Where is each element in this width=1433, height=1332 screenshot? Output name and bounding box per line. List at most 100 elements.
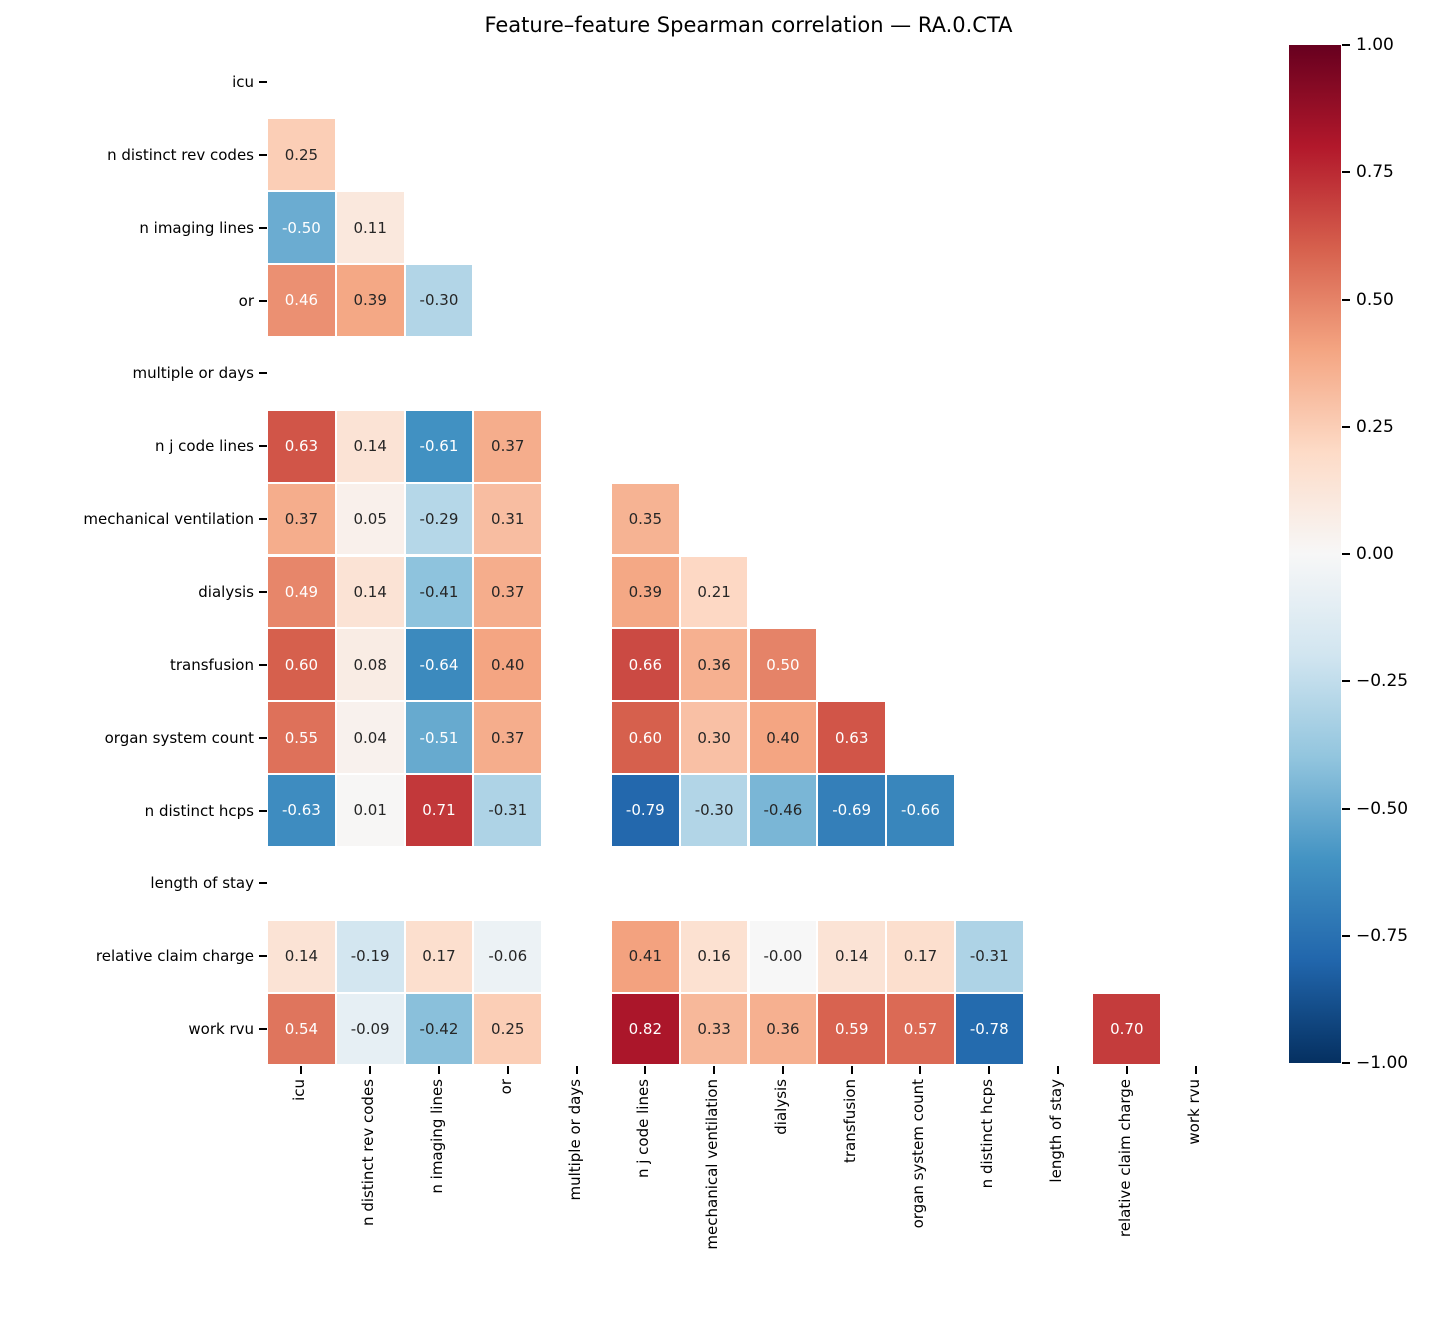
- heatmap-cell-12-9: 0.17: [887, 920, 954, 992]
- y-tick-mark: [259, 80, 267, 83]
- y-tick-label-4: multiple or days: [132, 364, 254, 383]
- y-tick-mark: [259, 590, 267, 593]
- x-tick-label-4: multiple or days: [565, 1079, 584, 1201]
- heatmap-cell-8-5: 0.66: [611, 629, 679, 701]
- heatmap-cell-8-2: -0.64: [405, 629, 473, 701]
- heatmap-cell-13-5: 0.82: [611, 993, 679, 1065]
- x-tick-label-9: organ system count: [909, 1079, 928, 1229]
- x-tick-label-7: dialysis: [771, 1079, 790, 1135]
- colorbar-tick-label-2: 0.50: [1356, 289, 1394, 310]
- y-tick-mark: [259, 1028, 267, 1031]
- heatmap-cell-12-6: 0.16: [680, 920, 748, 992]
- colorbar-tick-mark: [1342, 44, 1350, 46]
- heatmap-cell-3-0: 0.46: [268, 265, 335, 336]
- y-tick-mark: [259, 736, 267, 739]
- heatmap-cell-3-2: -0.30: [405, 265, 473, 336]
- heatmap-cell-10-8: -0.69: [818, 775, 886, 846]
- heatmap-cell-12-8: 0.14: [818, 920, 886, 992]
- x-tick-mark: [575, 1066, 578, 1074]
- colorbar-tick-mark: [1342, 553, 1350, 555]
- heatmap-cell-9-6: 0.30: [680, 702, 748, 774]
- heatmap-cell-5-2: -0.61: [405, 410, 473, 482]
- heatmap-cell-8-0: 0.60: [268, 629, 335, 701]
- heatmap-cell-8-3: 0.40: [474, 629, 542, 701]
- y-tick-mark: [259, 372, 267, 375]
- x-tick-mark: [644, 1066, 647, 1074]
- y-tick-label-11: length of stay: [150, 874, 254, 893]
- colorbar-tick-label-5: −0.25: [1356, 671, 1409, 692]
- heatmap-cell-10-7: -0.46: [749, 775, 817, 846]
- heatmap-cell-5-0: 0.63: [268, 410, 335, 482]
- heatmap-cell-13-12: 0.70: [1093, 993, 1161, 1065]
- x-tick-label-2: n imaging lines: [427, 1079, 446, 1194]
- x-tick-label-8: transfusion: [840, 1079, 859, 1164]
- heatmap-cell-10-6: -0.30: [680, 775, 748, 846]
- y-tick-label-0: icu: [232, 72, 254, 91]
- heatmap-cell-5-3: 0.37: [474, 410, 542, 482]
- x-tick-label-10: n distinct hcps: [978, 1079, 997, 1189]
- x-tick-mark: [850, 1066, 853, 1074]
- heatmap-cell-13-10: -0.78: [955, 993, 1023, 1065]
- heatmap-cell-12-3: -0.06: [474, 920, 542, 992]
- heatmap-cell-8-1: 0.08: [336, 629, 404, 701]
- heatmap-cell-8-7: 0.50: [749, 629, 817, 701]
- heatmap-cell-1-0: 0.25: [268, 119, 335, 191]
- heatmap-cell-13-7: 0.36: [749, 993, 817, 1065]
- heatmap-cell-9-5: 0.60: [611, 702, 679, 774]
- y-tick-label-9: organ system count: [104, 728, 254, 747]
- y-tick-label-8: transfusion: [169, 655, 254, 674]
- x-tick-label-13: work rvu: [1184, 1079, 1203, 1145]
- colorbar-gradient: [1289, 45, 1341, 1063]
- x-tick-label-11: length of stay: [1047, 1079, 1066, 1183]
- heatmap-cell-7-0: 0.49: [268, 556, 335, 628]
- heatmap-cell-13-6: 0.33: [680, 993, 748, 1065]
- colorbar-tick-mark: [1342, 298, 1350, 301]
- y-tick-mark: [259, 663, 267, 666]
- y-tick-mark: [259, 445, 267, 448]
- heatmap-cell-7-5: 0.39: [611, 556, 679, 628]
- heatmap-cell-6-3: 0.31: [474, 483, 542, 555]
- y-tick-label-12: relative claim charge: [95, 947, 254, 966]
- heatmap-cell-7-6: 0.21: [680, 556, 748, 628]
- y-tick-mark: [259, 518, 267, 521]
- x-tick-mark: [1194, 1066, 1197, 1074]
- colorbar-tick-mark: [1342, 807, 1350, 810]
- colorbar-tick-label-4: 0.00: [1356, 544, 1394, 564]
- heatmap-cell-9-0: 0.55: [268, 702, 335, 774]
- heatmap-cell-10-1: 0.01: [336, 775, 404, 846]
- colorbar-tick-label-6: −0.50: [1356, 798, 1409, 819]
- heatmap-cell-12-2: 0.17: [405, 920, 473, 992]
- heatmap-cell-13-1: -0.09: [336, 993, 404, 1065]
- heatmap-cell-3-1: 0.39: [336, 265, 404, 336]
- x-tick-mark: [1125, 1066, 1128, 1074]
- heatmap-cell-6-1: 0.05: [336, 483, 404, 555]
- x-tick-mark: [919, 1066, 922, 1074]
- heatmap-cell-12-10: -0.31: [955, 920, 1023, 992]
- x-tick-mark: [781, 1066, 784, 1074]
- y-tick-label-10: n distinct hcps: [144, 801, 254, 820]
- y-tick-mark: [259, 955, 267, 958]
- x-tick-label-0: icu: [290, 1079, 309, 1101]
- heatmap-cell-9-3: 0.37: [474, 702, 542, 774]
- x-tick-mark: [300, 1066, 303, 1074]
- heatmap-cell-12-5: 0.41: [611, 920, 679, 992]
- colorbar-tick-mark: [1342, 1062, 1350, 1064]
- colorbar-tick-mark: [1342, 425, 1350, 428]
- colorbar-tick-label-1: 0.75: [1356, 162, 1394, 183]
- heatmap-cell-13-9: 0.57: [887, 993, 954, 1065]
- heatmap-cell-9-7: 0.40: [749, 702, 817, 774]
- chart-title: Feature–feature Spearman correlation — R…: [484, 13, 1013, 37]
- heatmap-cell-7-3: 0.37: [474, 556, 542, 628]
- y-tick-label-6: mechanical ventilation: [83, 510, 254, 529]
- colorbar-tick-label-8: −1.00: [1356, 1053, 1409, 1073]
- x-tick-label-5: n j code lines: [634, 1079, 653, 1179]
- colorbar-tick-label-3: 0.25: [1356, 416, 1394, 437]
- heatmap-cell-12-1: -0.19: [336, 920, 404, 992]
- colorbar-tick-label-0: 1.00: [1356, 35, 1394, 55]
- x-tick-mark: [506, 1066, 509, 1074]
- y-tick-label-7: dialysis: [198, 582, 254, 601]
- heatmap-cell-10-3: -0.31: [474, 775, 542, 846]
- y-tick-label-2: n imaging lines: [139, 218, 254, 237]
- heatmap-cell-13-0: 0.54: [268, 993, 335, 1065]
